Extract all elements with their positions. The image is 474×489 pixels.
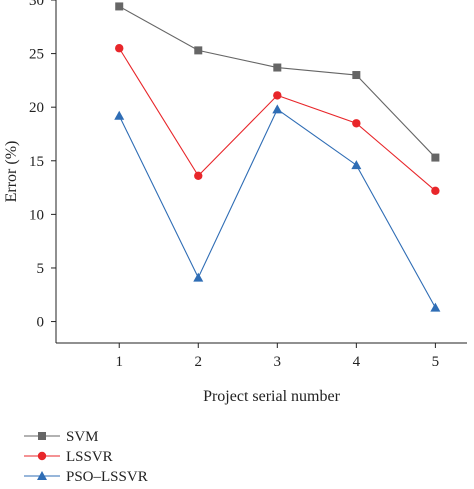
- legend-marker: [37, 471, 47, 480]
- legend-label: LSSVR: [66, 449, 113, 465]
- legend: SVM LSSVR PSO–LSSVR: [24, 429, 148, 485]
- data-point: [352, 119, 361, 128]
- y-axis: 0 5 10 15 20 25 30: [29, 0, 56, 331]
- y-tick-label: 20: [29, 100, 44, 116]
- data-point: [194, 46, 203, 55]
- x-axis-title: Project serial number: [203, 388, 341, 405]
- series-2: [114, 104, 441, 312]
- y-axis-title: Error (%): [3, 141, 20, 203]
- data-point: [273, 63, 282, 72]
- x-tick-label: 2: [195, 354, 203, 370]
- series-layer: [114, 2, 441, 312]
- y-tick-label: 30: [29, 0, 44, 9]
- series-line: [118, 108, 436, 308]
- x-axis: 1 2 3 4 5: [115, 343, 439, 370]
- data-point: [115, 44, 124, 53]
- data-point: [115, 2, 124, 11]
- data-point: [430, 302, 441, 312]
- data-point: [273, 91, 282, 100]
- x-tick-label: 3: [274, 354, 282, 370]
- series-0: [115, 2, 440, 162]
- data-point: [351, 160, 362, 170]
- x-tick-label: 1: [115, 354, 123, 370]
- data-point: [114, 110, 125, 120]
- data-point: [352, 71, 361, 80]
- legend-item: PSO–LSSVR: [24, 469, 148, 485]
- data-point: [272, 104, 283, 114]
- legend-label: SVM: [66, 429, 99, 445]
- legend-item: SVM: [24, 429, 99, 445]
- plot-area: [55, 0, 467, 344]
- data-point: [194, 171, 203, 180]
- series-line: [118, 5, 436, 158]
- x-tick-label: 5: [432, 354, 440, 370]
- data-point: [193, 272, 204, 282]
- legend-label: PSO–LSSVR: [66, 469, 148, 485]
- series-1: [115, 44, 440, 195]
- y-tick-label: 5: [37, 261, 45, 277]
- x-tick-label: 4: [353, 354, 361, 370]
- legend-item: LSSVR: [24, 449, 113, 465]
- legend-marker: [37, 451, 47, 461]
- data-point: [431, 153, 440, 162]
- legend-marker: [38, 432, 46, 440]
- y-tick-label: 10: [29, 207, 44, 223]
- y-tick-label: 15: [29, 154, 44, 170]
- y-tick-label: 0: [37, 315, 45, 331]
- y-tick-label: 25: [29, 47, 44, 63]
- data-point: [431, 186, 440, 195]
